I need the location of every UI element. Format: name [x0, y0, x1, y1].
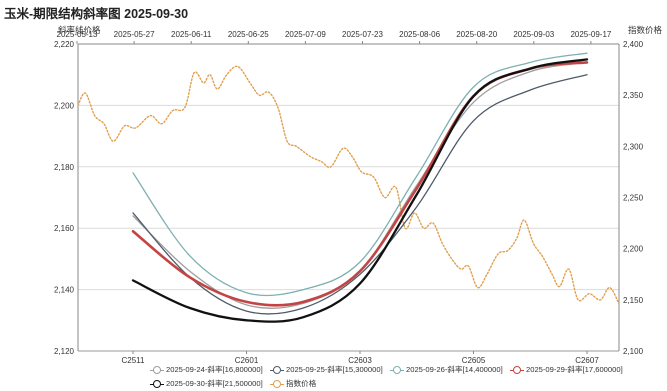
top-tick-label: 2025-05-27 — [114, 30, 155, 39]
contract-tick-label: C2511 — [122, 356, 146, 365]
slope-line-3 — [131, 61, 589, 307]
right-tick-label: 2,400 — [623, 40, 644, 49]
left-tick-label: 2,140 — [54, 286, 75, 295]
left-tick-label: 2,120 — [54, 347, 75, 356]
legend-marker-icon — [270, 379, 284, 389]
legend-item-0930[interactable]: 2025-09-30-斜率[21,500000] — [150, 378, 263, 389]
right-tick-label: 2,350 — [623, 91, 644, 100]
contract-tick-label: C2607 — [575, 356, 599, 365]
left-tick-label: 2,200 — [54, 101, 75, 110]
top-tick-label: 2025-08-20 — [456, 30, 497, 39]
legend-label: 指数价格 — [286, 379, 317, 388]
left-axis-label: 斜率线价格 — [58, 25, 101, 35]
legend-label: 2025-09-24-斜率[16,800000] — [166, 365, 263, 374]
slope-series — [131, 52, 589, 323]
grid-lines — [77, 43, 620, 352]
right-axis: 2,100 2,150 2,200 2,250 2,300 2,350 2,400 — [623, 40, 644, 356]
left-tick-label: 2,220 — [54, 40, 75, 49]
left-axis: 2,120 2,140 2,160 2,180 2,200 2,220 — [54, 40, 75, 356]
legend-item-0924[interactable]: 2025-09-24-斜率[16,800000] — [150, 364, 263, 375]
slope-line-2 — [132, 52, 588, 297]
legend-label: 2025-09-25-斜率[15,300000] — [286, 365, 383, 374]
top-tick-label: 2025-06-25 — [228, 30, 269, 39]
legend-item-0925[interactable]: 2025-09-25-斜率[15,300000] — [270, 364, 383, 375]
right-axis-label: 指数价格 — [628, 25, 663, 35]
top-tick-label: 2025-07-23 — [342, 30, 383, 39]
legend-marker-icon — [510, 365, 524, 375]
top-tick-label: 2025-08-06 — [399, 30, 440, 39]
contract-tick-label: C2605 — [462, 356, 486, 365]
right-tick-label: 2,200 — [623, 245, 644, 254]
chart-title: 玉米-期限结构斜率图 2025-09-30 — [4, 7, 189, 21]
legend-label: 2025-09-26-斜率[14,400000] — [406, 365, 503, 374]
left-tick-label: 2,160 — [54, 224, 75, 233]
top-date-axis: 2025-05-13 2025-05-27 2025-06-11 2025-06-25… — [57, 30, 612, 44]
legend-item-0929[interactable]: 2025-09-29-斜率[17,600000] — [510, 364, 623, 375]
contract-axis: C2511 C2601 C2603 C2605 C2607 — [122, 351, 599, 365]
legend-item-0926[interactable]: 2025-09-26-斜率[14,400000] — [390, 364, 503, 375]
right-tick-label: 2,100 — [623, 347, 644, 356]
top-tick-label: 2025-05-13 — [57, 30, 98, 39]
slope-line-1 — [132, 74, 588, 315]
legend-label: 2025-09-30-斜率[21,500000] — [166, 379, 263, 388]
legend-marker-icon — [150, 365, 164, 375]
contract-tick-label: C2603 — [348, 356, 372, 365]
top-tick-label: 2025-09-03 — [513, 30, 554, 39]
right-tick-label: 2,300 — [623, 142, 644, 151]
index-price-line — [77, 65, 620, 305]
left-tick-label: 2,180 — [54, 163, 75, 172]
legend-marker-icon — [270, 365, 284, 375]
right-tick-label: 2,150 — [623, 296, 644, 305]
legend-marker-icon — [390, 365, 404, 375]
top-tick-label: 2025-07-09 — [285, 30, 326, 39]
index-series — [77, 65, 620, 305]
slope-line-4 — [131, 58, 589, 323]
right-tick-label: 2,250 — [623, 194, 644, 203]
legend-label: 2025-09-29-斜率[17,600000] — [526, 365, 623, 374]
legend-marker-icon — [150, 379, 164, 389]
top-tick-label: 2025-06-11 — [171, 30, 212, 39]
legend-item-index[interactable]: 指数价格 — [270, 378, 316, 389]
top-tick-label: 2025-09-17 — [570, 30, 611, 39]
contract-tick-label: C2601 — [235, 356, 259, 365]
